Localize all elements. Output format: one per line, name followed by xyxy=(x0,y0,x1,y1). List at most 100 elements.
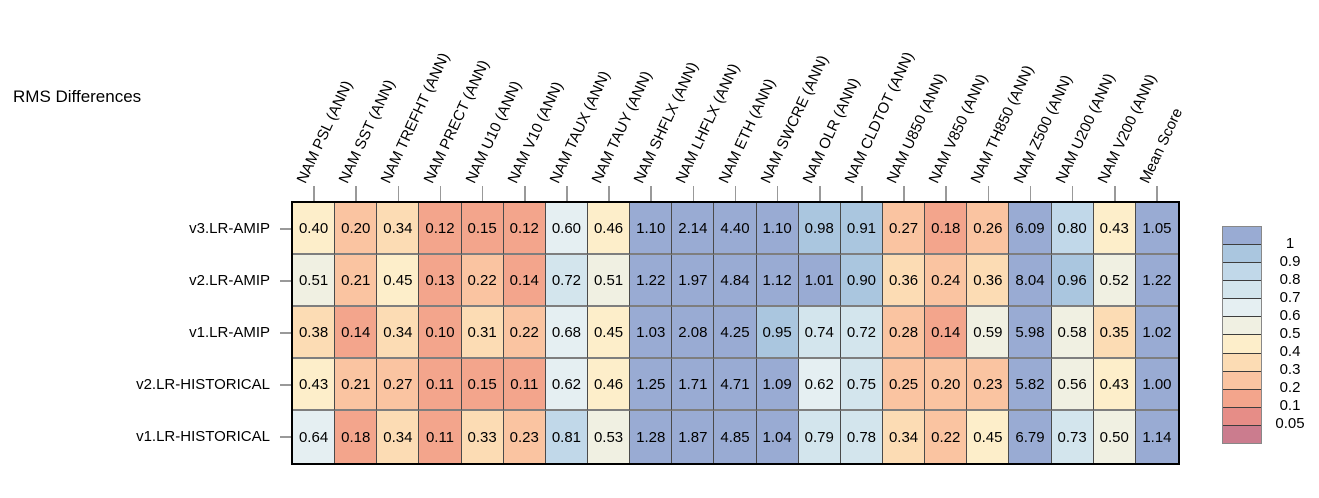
heatmap-cell: 0.78 xyxy=(840,411,883,463)
heatmap-cell: 1.03 xyxy=(630,307,673,359)
heatmap-cell: 0.68 xyxy=(545,307,588,359)
heatmap-grid: 0.40 0.20 0.34 0.12 0.15 0.12 0.60 0.46 1.10 2.14… xyxy=(291,201,1180,465)
heatmap-cell: 0.36 xyxy=(882,255,926,307)
heatmap-cell: 0.96 xyxy=(1051,255,1094,307)
heatmap-cell: 2.14 xyxy=(672,203,715,255)
heatmap-cell: 0.28 xyxy=(882,307,926,359)
row-tick xyxy=(280,280,292,282)
heatmap-cell: 0.58 xyxy=(1051,307,1094,359)
heatmap-cell: 0.43 xyxy=(1093,203,1136,255)
row-label: v1.LR-AMIP xyxy=(189,324,270,341)
heatmap-cell: 6.09 xyxy=(1009,203,1052,255)
heatmap-cell: 0.34 xyxy=(377,203,420,255)
heatmap-cell: 0.20 xyxy=(335,203,378,255)
heatmap-cell: 0.91 xyxy=(840,203,883,255)
colorbar-tick-label: 0.3 xyxy=(1279,361,1301,378)
column-tick xyxy=(945,186,947,201)
colorbar-tick-label: 0.5 xyxy=(1279,325,1301,342)
heatmap-cell: 0.52 xyxy=(1093,255,1136,307)
heatmap-cell: 8.04 xyxy=(1009,255,1052,307)
heatmap-cell: 0.34 xyxy=(377,307,420,359)
heatmap-cell: 0.34 xyxy=(377,411,420,463)
heatmap-cell: 0.36 xyxy=(967,255,1010,307)
colorbar-bin xyxy=(1223,388,1261,407)
heatmap-cell: 1.01 xyxy=(798,255,841,307)
heatmap-cell: 1.28 xyxy=(630,411,673,463)
column-tick xyxy=(566,186,568,201)
heatmap-cell: 0.60 xyxy=(545,203,588,255)
colorbar xyxy=(1222,226,1262,444)
heatmap-cell: 0.12 xyxy=(503,203,546,255)
column-tick xyxy=(861,186,863,201)
heatmap-cell: 0.62 xyxy=(798,359,841,411)
heatmap-cell: 0.11 xyxy=(503,359,546,411)
heatmap-cell: 0.27 xyxy=(377,359,420,411)
heatmap-cell: 0.27 xyxy=(882,203,926,255)
colorbar-bin xyxy=(1223,280,1261,299)
heatmap-cell: 0.46 xyxy=(587,203,631,255)
heatmap-cell: 1.00 xyxy=(1135,359,1178,411)
colorbar-bin xyxy=(1223,424,1261,443)
heatmap-cell: 0.15 xyxy=(461,359,504,411)
heatmap-cell: 1.05 xyxy=(1135,203,1178,255)
heatmap-cell: 4.40 xyxy=(714,203,757,255)
heatmap-cell: 0.50 xyxy=(1093,411,1136,463)
colorbar-tick-label: 0.9 xyxy=(1279,253,1301,270)
column-label: Mean Score xyxy=(1136,105,1187,186)
heatmap-cell: 0.25 xyxy=(882,359,926,411)
colorbar-bin xyxy=(1223,352,1261,371)
heatmap-cell: 1.02 xyxy=(1135,307,1178,359)
colorbar-bin xyxy=(1223,262,1261,281)
colorbar-bin xyxy=(1223,370,1261,389)
column-tick xyxy=(987,186,990,201)
heatmap-cell: 0.40 xyxy=(293,203,336,255)
heatmap-cell: 0.72 xyxy=(840,307,883,359)
heatmap-cell: 0.10 xyxy=(419,307,462,359)
heatmap-cell: 0.43 xyxy=(293,359,336,411)
heatmap-cell: 1.10 xyxy=(630,203,673,255)
heatmap-cell: 0.12 xyxy=(419,203,462,255)
heatmap-cell: 0.26 xyxy=(967,203,1010,255)
heatmap-cell: 0.59 xyxy=(967,307,1010,359)
heatmap-cell: 0.18 xyxy=(925,203,968,255)
column-tick xyxy=(1071,186,1074,201)
heatmap-cell: 0.21 xyxy=(335,255,378,307)
heatmap-cell: 0.34 xyxy=(882,411,926,463)
column-tick xyxy=(524,186,526,201)
column-tick xyxy=(903,186,905,201)
chart-title: RMS Differences xyxy=(13,87,142,106)
heatmap-cell: 2.08 xyxy=(672,307,715,359)
heatmap-cell: 0.46 xyxy=(587,359,631,411)
column-tick xyxy=(397,186,400,201)
heatmap-cell: 0.23 xyxy=(967,359,1010,411)
heatmap-cell: 0.43 xyxy=(1093,359,1136,411)
heatmap-cell: 0.14 xyxy=(335,307,378,359)
row-tick xyxy=(280,332,292,334)
heatmap-cell: 0.18 xyxy=(335,411,378,463)
heatmap-cell: 0.11 xyxy=(419,411,462,463)
heatmap-cell: 0.35 xyxy=(1093,307,1136,359)
heatmap-cell: 0.79 xyxy=(798,411,841,463)
column-tick xyxy=(734,186,737,201)
heatmap-cell: 0.14 xyxy=(925,307,968,359)
heatmap-cell: 0.98 xyxy=(798,203,841,255)
heatmap-cell: 1.12 xyxy=(756,255,799,307)
heatmap-cell: 1.87 xyxy=(672,411,715,463)
heatmap-cell: 1.71 xyxy=(672,359,715,411)
colorbar-tick-label: 0.2 xyxy=(1279,379,1301,396)
heatmap-cell: 4.84 xyxy=(714,255,757,307)
colorbar-tick-label: 0.05 xyxy=(1275,415,1305,432)
column-tick xyxy=(1156,186,1158,201)
heatmap-cell: 0.95 xyxy=(756,307,799,359)
heatmap-cell: 0.21 xyxy=(335,359,378,411)
heatmap-cell: 1.04 xyxy=(756,411,799,463)
colorbar-bin xyxy=(1223,244,1261,263)
column-tick xyxy=(692,186,695,201)
heatmap-cell: 1.22 xyxy=(630,255,673,307)
column-tick xyxy=(776,186,779,201)
heatmap-cell: 1.09 xyxy=(756,359,799,411)
colorbar-bin xyxy=(1223,406,1261,425)
heatmap-cell: 0.14 xyxy=(503,255,546,307)
heatmap-cell: 1.25 xyxy=(630,359,673,411)
heatmap-cell: 0.24 xyxy=(925,255,968,307)
